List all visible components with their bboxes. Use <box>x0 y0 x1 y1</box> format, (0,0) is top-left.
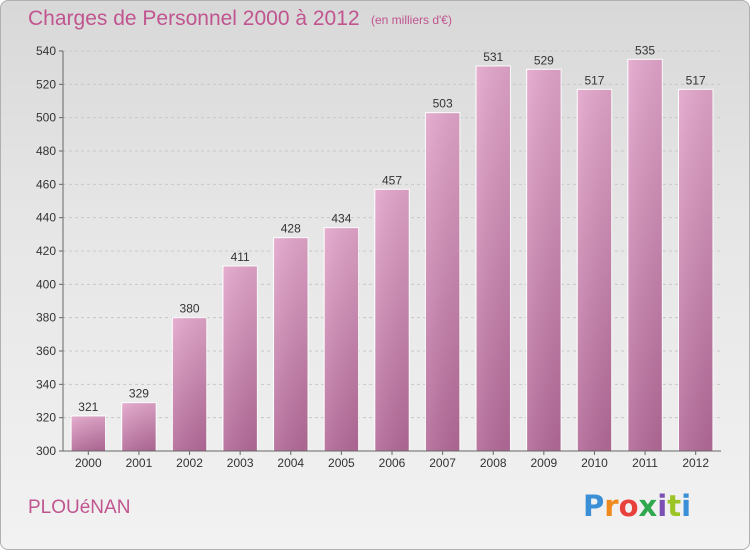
bar-shade <box>324 227 359 451</box>
bar-shade <box>121 402 157 451</box>
bar-shade <box>172 317 207 451</box>
bar-shade <box>374 189 410 452</box>
x-tick-label: 2005 <box>328 456 355 470</box>
bar-shade <box>476 66 511 451</box>
y-tick-label: 520 <box>36 77 56 91</box>
bar-shade <box>273 237 308 451</box>
y-tick-label: 440 <box>36 211 56 225</box>
logo-letter: x <box>638 489 658 523</box>
y-tick-label: 420 <box>36 244 56 258</box>
x-tick-label: 2000 <box>75 456 102 470</box>
y-tick-label: 380 <box>36 311 56 325</box>
data-label: 434 <box>331 212 351 226</box>
bar-shade <box>678 89 713 451</box>
chart-subtitle: (en milliers d'€) <box>371 13 452 27</box>
x-tick-label: 2001 <box>126 456 153 470</box>
logo-letter: i <box>657 489 668 523</box>
y-tick-label: 400 <box>36 277 56 291</box>
data-label: 428 <box>281 222 301 236</box>
bar-shade <box>425 112 460 452</box>
x-tick-label: 2003 <box>227 456 254 470</box>
data-label: 457 <box>382 173 402 187</box>
x-tick-label: 2010 <box>581 456 608 470</box>
x-tick-label: 2008 <box>480 456 507 470</box>
x-tick-label: 2012 <box>682 456 709 470</box>
x-tick-label: 2009 <box>530 456 557 470</box>
data-label: 517 <box>584 73 604 87</box>
y-tick-label: 500 <box>36 111 56 125</box>
y-tick-label: 360 <box>36 344 56 358</box>
x-tick-label: 2002 <box>176 456 203 470</box>
data-label: 529 <box>534 53 554 67</box>
bar-shade <box>222 266 258 451</box>
x-tick-label: 2007 <box>429 456 456 470</box>
axis-layer: 300 320 340 360 380 400 420 440 460 480 500 520 540 2… <box>36 44 721 470</box>
logo-letter: t <box>667 489 682 523</box>
y-tick-label: 480 <box>36 144 56 158</box>
commune-name: PLOUéNAN <box>28 497 131 518</box>
data-label: 380 <box>180 302 200 316</box>
x-tick-label: 2004 <box>277 456 304 470</box>
logo-letter: o <box>618 489 639 523</box>
y-tick-label: 340 <box>36 377 56 391</box>
bar-shade <box>71 416 106 451</box>
x-tick-label: 2006 <box>379 456 406 470</box>
bar-shade <box>627 59 663 451</box>
bar-shade <box>526 69 562 451</box>
data-label: 517 <box>686 73 706 87</box>
y-tick-label: 540 <box>36 44 56 58</box>
y-tick-label: 300 <box>36 444 56 458</box>
data-label: 531 <box>483 50 503 64</box>
y-tick-label: 320 <box>36 411 56 425</box>
data-label: 503 <box>433 97 453 111</box>
chart-title: Charges de Personnel 2000 à 2012 <box>28 7 360 30</box>
bar-shade <box>577 89 612 451</box>
x-tick-label: 2011 <box>632 456 658 470</box>
proxiti-logo: Proxiti <box>583 489 691 523</box>
data-label: 329 <box>129 387 149 401</box>
y-tick-label: 460 <box>36 177 56 191</box>
data-label: 411 <box>231 250 250 264</box>
data-label: 535 <box>635 43 655 57</box>
logo-letter: i <box>681 489 692 523</box>
data-label: 321 <box>78 400 98 414</box>
bar-layer: 321 329 380 411 428 434 457 503 531 529 517 535 517 <box>70 43 714 452</box>
logo-letter: r <box>604 489 619 523</box>
logo-letter: P <box>583 489 605 523</box>
